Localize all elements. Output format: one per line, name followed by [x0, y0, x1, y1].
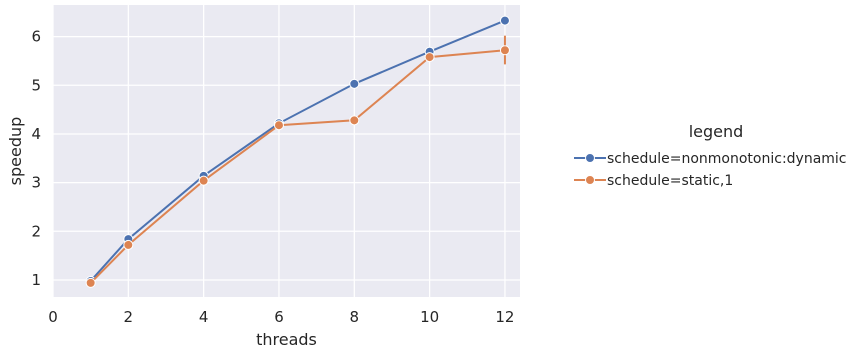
y-axis-label: speedup	[6, 117, 25, 186]
y-tick-label: 6	[31, 28, 41, 46]
y-tick-label: 3	[31, 174, 41, 192]
y-tick-label: 2	[31, 222, 41, 240]
data-point	[123, 239, 134, 250]
legend-title: legend	[689, 122, 744, 141]
x-axis-label: threads	[256, 330, 317, 349]
legend-marker	[585, 153, 595, 163]
x-tick-label: 0	[48, 308, 58, 326]
data-point	[424, 52, 435, 63]
legend-marker	[585, 175, 595, 185]
legend-label: schedule=nonmonotonic:dynamic	[607, 151, 847, 167]
y-tick-label: 5	[31, 76, 41, 94]
data-point	[499, 15, 510, 26]
data-point	[273, 120, 284, 131]
data-point	[198, 175, 209, 186]
data-point	[85, 277, 96, 288]
x-tick-label: 2	[124, 308, 134, 326]
series-1	[85, 35, 510, 288]
y-tick-label: 4	[31, 125, 41, 143]
legend-item-nonmonotonic-dynamic: schedule=nonmonotonic:dynamic	[574, 151, 847, 167]
data-point	[349, 115, 360, 126]
y-tick-labels: 1 2 3 4 5 6	[31, 28, 41, 289]
x-tick-labels: 0 2 4 6 8 10 12	[48, 308, 514, 326]
legend-label: schedule=static,1	[607, 173, 733, 189]
y-tick-label: 1	[31, 271, 41, 289]
data-point	[499, 45, 510, 56]
legend: legend schedule=nonmonotonic:dynamic sch…	[574, 122, 847, 189]
plot-area	[53, 5, 520, 297]
data-point	[349, 78, 360, 89]
series-layer	[85, 15, 510, 288]
x-tick-label: 10	[420, 308, 439, 326]
x-tick-label: 4	[199, 308, 209, 326]
legend-item-static-1: schedule=static,1	[574, 173, 733, 189]
x-tick-label: 6	[274, 308, 284, 326]
x-tick-label: 12	[495, 308, 514, 326]
x-tick-label: 8	[350, 308, 360, 326]
